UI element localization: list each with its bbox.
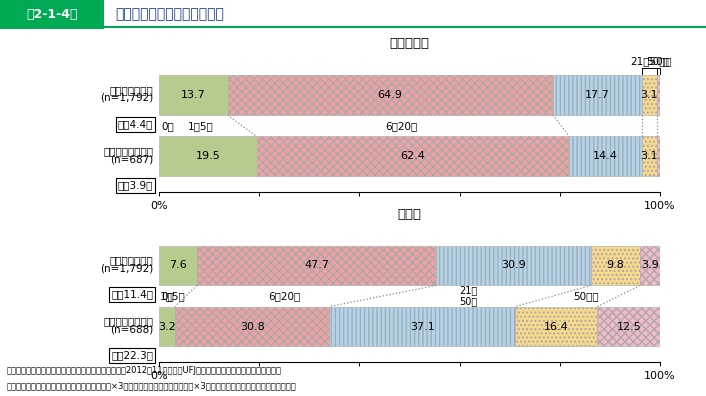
Text: (n=1,792): (n=1,792) xyxy=(100,263,153,273)
Bar xyxy=(640,246,659,286)
Text: 50人超: 50人超 xyxy=(573,291,599,301)
Text: 3.9: 3.9 xyxy=(641,261,659,270)
Text: 0人: 0人 xyxy=(162,291,174,301)
Bar xyxy=(175,307,329,346)
Text: 6〜20人: 6〜20人 xyxy=(385,121,418,131)
Text: 資料：中小企業庁委託「起業の実態に関する調査」（2012年11月、三菱UFJリサーチ＆コンサルティング（株））: 資料：中小企業庁委託「起業の実態に関する調査」（2012年11月、三菱UFJリサ… xyxy=(7,366,282,375)
Text: 6〜20人: 6〜20人 xyxy=(268,291,301,301)
Bar xyxy=(515,307,597,346)
Text: グローバル成長型: グローバル成長型 xyxy=(103,146,153,156)
Text: 第2-1-4図: 第2-1-4図 xyxy=(27,8,78,21)
Text: 平均3.9人: 平均3.9人 xyxy=(118,180,153,190)
Text: 平均22.3人: 平均22.3人 xyxy=(112,350,153,360)
Text: 1〜5人: 1〜5人 xyxy=(160,291,185,301)
Text: 平均4.4人: 平均4.4人 xyxy=(118,119,153,129)
Bar xyxy=(159,75,227,115)
Text: 3.2: 3.2 xyxy=(158,322,176,331)
Text: 起　業　時: 起 業 時 xyxy=(390,38,429,50)
Text: 37.1: 37.1 xyxy=(410,322,435,331)
Text: (n=687): (n=687) xyxy=(110,154,153,164)
Text: 3.1: 3.1 xyxy=(640,151,658,161)
Text: 平均11.4人: 平均11.4人 xyxy=(112,289,153,299)
Text: 12.5: 12.5 xyxy=(616,322,641,331)
Bar xyxy=(642,75,657,115)
Text: 21〜50人: 21〜50人 xyxy=(630,57,669,67)
Bar xyxy=(436,246,591,286)
Text: 7.6: 7.6 xyxy=(169,261,187,270)
Bar xyxy=(0,0,104,29)
Text: 19.5: 19.5 xyxy=(196,151,220,161)
Text: 50人超: 50人超 xyxy=(646,57,671,67)
Text: 現　在: 現 在 xyxy=(397,208,421,221)
Text: 30.8: 30.8 xyxy=(240,322,265,331)
Text: 30.9: 30.9 xyxy=(501,261,526,270)
Text: (n=688): (n=688) xyxy=(110,324,153,334)
Text: 0人: 0人 xyxy=(162,121,174,131)
Text: 地域需要創出型: 地域需要創出型 xyxy=(109,85,153,95)
Text: 21〜
50人: 21〜 50人 xyxy=(459,286,477,307)
Text: 9.8: 9.8 xyxy=(606,261,624,270)
Bar xyxy=(553,75,642,115)
Text: 64.9: 64.9 xyxy=(378,90,402,100)
Text: 13.7: 13.7 xyxy=(181,90,205,100)
Text: 地域需要創出型: 地域需要創出型 xyxy=(109,255,153,265)
Text: （注）　平均従業員数は、平均値－（標準偏差×3）未満及び平均値＋（標準偏差×3）超の数値を異常値として除いている。: （注） 平均従業員数は、平均値－（標準偏差×3）未満及び平均値＋（標準偏差×3）… xyxy=(7,381,297,390)
Text: グローバル成長型: グローバル成長型 xyxy=(103,316,153,326)
Bar xyxy=(227,75,553,115)
Text: 14.4: 14.4 xyxy=(593,151,618,161)
Bar xyxy=(591,246,640,286)
Bar xyxy=(569,136,642,176)
Bar xyxy=(159,246,197,286)
Text: 17.7: 17.7 xyxy=(585,90,610,100)
Text: (n=1,792): (n=1,792) xyxy=(100,93,153,103)
Bar xyxy=(256,136,569,176)
Bar xyxy=(159,136,256,176)
Text: 1〜5人: 1〜5人 xyxy=(188,121,213,131)
Text: 起業形態別の従業員数の推移: 起業形態別の従業員数の推移 xyxy=(115,7,224,21)
Bar xyxy=(329,307,515,346)
Bar xyxy=(657,75,661,115)
Bar xyxy=(657,136,660,176)
Bar xyxy=(159,307,175,346)
Text: 16.4: 16.4 xyxy=(544,322,569,331)
Bar xyxy=(597,307,660,346)
Text: 62.4: 62.4 xyxy=(400,151,426,161)
Bar xyxy=(642,136,657,176)
Text: 47.7: 47.7 xyxy=(304,261,329,270)
Text: 3.1: 3.1 xyxy=(640,90,658,100)
Bar xyxy=(197,246,436,286)
